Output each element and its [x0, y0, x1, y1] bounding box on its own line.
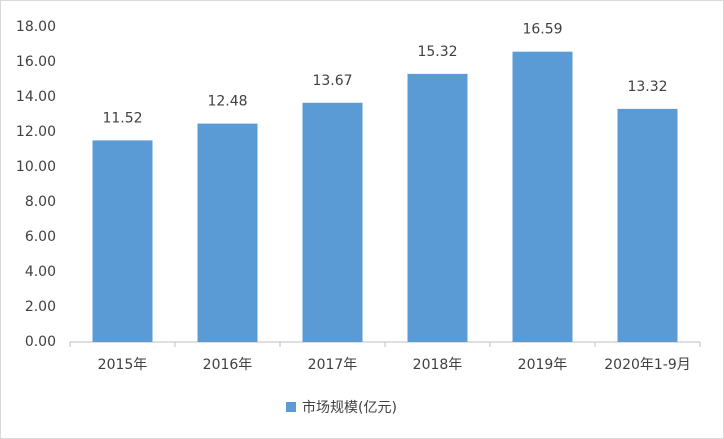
y-tick-label: 18.00 — [16, 19, 56, 35]
data-label: 16.59 — [522, 22, 562, 38]
data-label: 13.32 — [627, 79, 667, 95]
legend-label: 市场规模(亿元) — [302, 399, 397, 416]
data-label: 12.48 — [207, 94, 247, 110]
data-label: 13.67 — [312, 73, 352, 89]
bar — [407, 73, 468, 343]
bar — [302, 102, 363, 343]
y-tick-label: 0.00 — [25, 334, 56, 350]
y-tick-label: 6.00 — [25, 229, 56, 245]
bar — [512, 51, 573, 343]
x-tick-label: 2016年 — [203, 357, 253, 373]
x-tick-label: 2017年 — [308, 357, 358, 373]
y-tick-label: 16.00 — [16, 54, 56, 70]
y-tick-label: 10.00 — [16, 159, 56, 175]
bar — [197, 123, 258, 342]
x-tick-label: 2019年 — [518, 357, 568, 373]
data-label: 11.52 — [102, 110, 142, 126]
bar — [617, 108, 678, 343]
x-tick-label: 2018年 — [413, 357, 463, 373]
y-tick-label: 2.00 — [25, 299, 56, 315]
y-tick-label: 14.00 — [16, 89, 56, 105]
x-tick-label: 2015年 — [98, 357, 148, 373]
y-tick-label: 8.00 — [25, 194, 56, 210]
x-tick-label: 2020年1-9月 — [604, 357, 691, 373]
y-tick-label: 12.00 — [16, 124, 56, 140]
y-tick-label: 4.00 — [25, 264, 56, 280]
bar — [92, 140, 153, 342]
legend-swatch — [286, 402, 296, 412]
data-label: 15.32 — [417, 44, 457, 60]
